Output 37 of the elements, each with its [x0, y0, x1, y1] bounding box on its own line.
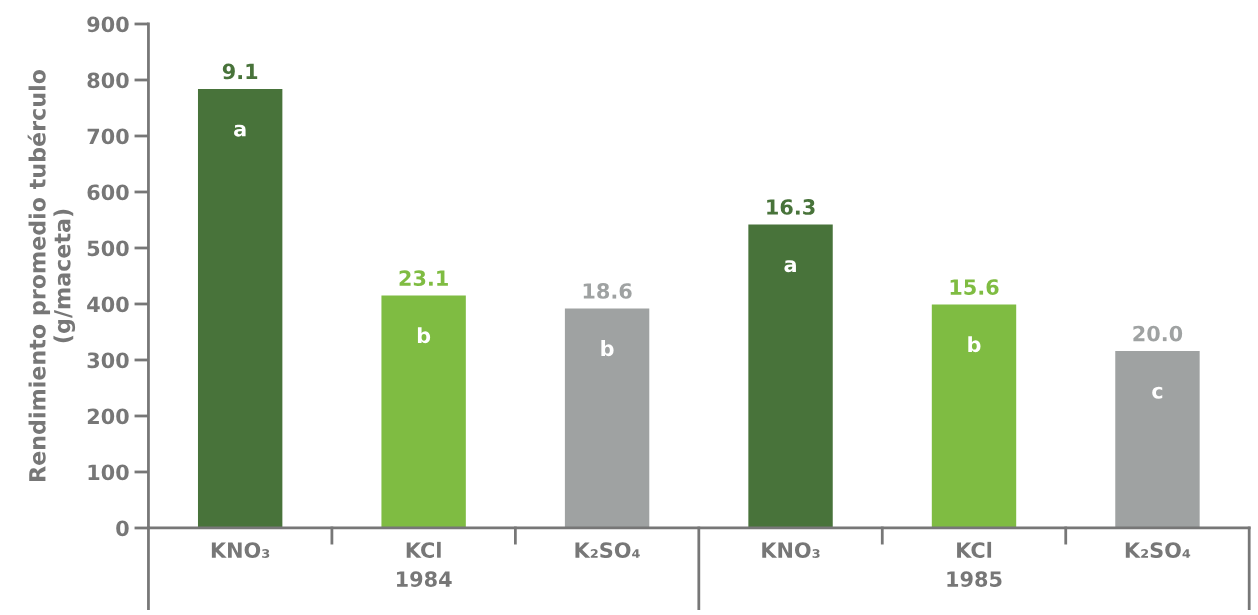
y-tick-label: 400 — [87, 296, 129, 313]
x-tick-label: KCl — [957, 541, 992, 558]
text: 1984 — [396, 571, 452, 587]
annotation: a — [784, 260, 796, 273]
bar — [381, 295, 466, 528]
annotation: 15.6 — [950, 279, 999, 295]
y-tick-label: 200 — [87, 408, 129, 425]
y-tick-label: 300 — [87, 352, 129, 369]
annotation: b — [968, 336, 981, 353]
annotation: 20.0 — [1133, 325, 1183, 342]
annotation: c — [1152, 386, 1163, 399]
x-tick-label: K₂SO₄ — [575, 542, 640, 558]
bar — [1115, 351, 1200, 528]
y-axis-title: Rendimiento promedio tubérculo (g/maceta) — [27, 69, 76, 481]
annotation: b — [417, 327, 431, 344]
text: 1985 — [947, 571, 1002, 587]
annotation: 23.1 — [399, 270, 448, 286]
annotation: 18.6 — [583, 283, 632, 299]
annotation: 16.3 — [767, 199, 815, 215]
y-tick-label: 0 — [116, 520, 129, 537]
bar — [931, 304, 1017, 528]
x-tick-label: K₂SO₄ — [1125, 542, 1191, 558]
annotation: a — [234, 124, 246, 137]
y-tick-label: 100 — [88, 464, 129, 481]
bar — [748, 224, 833, 528]
x-tick-label: KNO₃ — [762, 542, 820, 558]
bar — [197, 88, 283, 528]
y-tick-label: 500 — [87, 240, 129, 257]
bar — [564, 308, 650, 528]
y-tick-label: 600 — [87, 184, 129, 201]
y-tick-label: 900 — [87, 16, 129, 33]
annotation: b — [601, 340, 614, 357]
x-tick-label: KCl — [406, 541, 441, 558]
y-tick-label: 700 — [87, 128, 129, 145]
x-tick-label: KNO₃ — [211, 542, 270, 558]
annotation: 9.1 — [222, 63, 258, 80]
y-tick-label: 800 — [87, 72, 129, 89]
